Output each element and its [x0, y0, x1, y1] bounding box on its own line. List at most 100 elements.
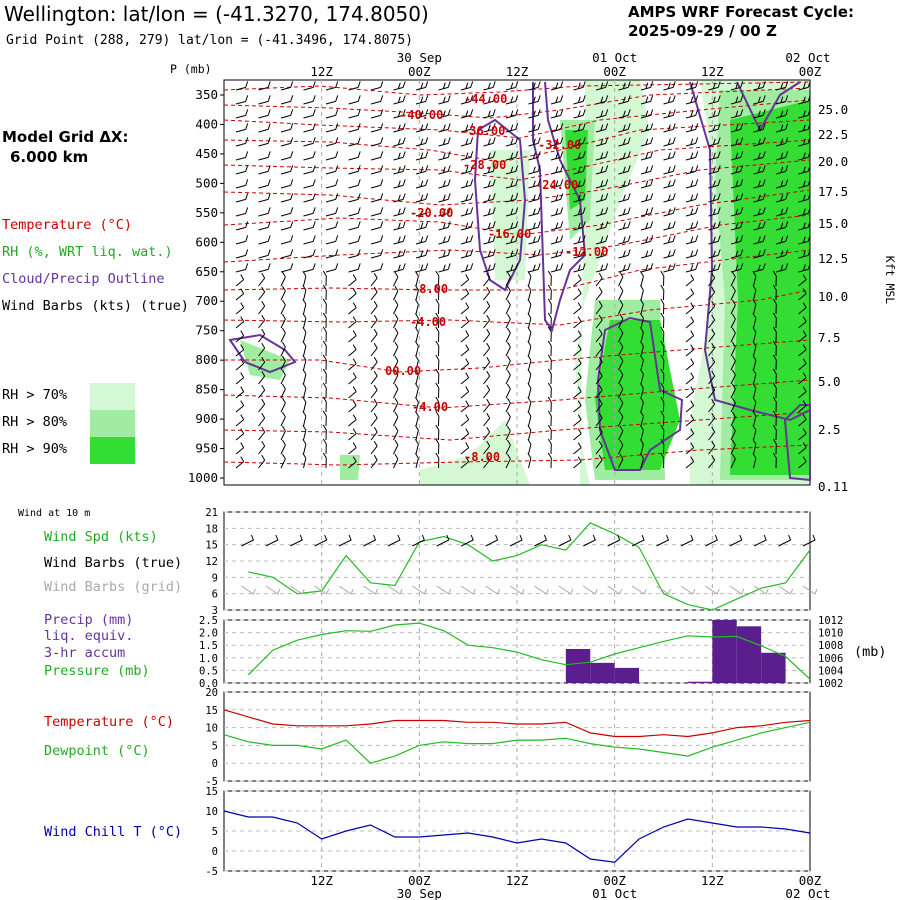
wind-barb [280, 193, 294, 203]
wind-barb [435, 284, 440, 301]
wind-barb [595, 221, 609, 231]
wind-barb [460, 288, 470, 301]
wind10-grid-barb [607, 585, 623, 595]
wind-barb [772, 368, 777, 385]
wind-barb [393, 327, 399, 343]
wind-barb [798, 81, 811, 91]
temperature-contour [223, 189, 811, 236]
temperature-contour [223, 99, 811, 139]
wind-barb [595, 109, 609, 119]
wind-barb [595, 426, 603, 441]
wind-barb [528, 221, 541, 231]
wind-barb [235, 344, 245, 357]
wind-barb [527, 383, 532, 399]
wind-barb [685, 344, 695, 357]
wind-barb [258, 300, 266, 315]
pressure-tick-label: 1002 [818, 678, 843, 690]
wind-barb [798, 316, 807, 329]
wind-barb [775, 95, 789, 105]
wind-barb [235, 179, 249, 189]
wind-barb [415, 95, 429, 105]
wind-barb [708, 193, 721, 203]
wind-barb [775, 151, 789, 161]
pressure-tick-label: 600 [195, 234, 218, 249]
wind-barb [708, 440, 716, 455]
wind-barb [370, 384, 378, 399]
wind-barb [685, 358, 695, 371]
wind-barb [772, 396, 777, 413]
wind-barb [370, 426, 378, 441]
wind-barb [393, 207, 406, 217]
dewpoint-line [223, 721, 811, 764]
wind-barb [303, 263, 316, 273]
wind-barb [708, 235, 721, 245]
precip-tick-label: 0.0 [199, 678, 218, 690]
wind-barb [235, 288, 245, 301]
wind-barb [325, 249, 339, 259]
precip-tick-label: 2.5 [199, 615, 218, 627]
wind-barb [798, 123, 811, 133]
wind-barb [730, 193, 744, 203]
wind-barb [573, 330, 582, 343]
wind-barb [752, 355, 757, 371]
wind-barb [798, 344, 807, 357]
wind-barb [393, 81, 406, 91]
wind-barb [618, 137, 631, 147]
wind-barb [483, 454, 491, 469]
height-tick-label: 20.0 [818, 154, 848, 169]
wind-barb [348, 456, 357, 469]
wind-barb [775, 137, 789, 147]
wind-barb [348, 123, 361, 133]
wind-barb [370, 235, 384, 245]
temp-tick-label: 10 [205, 723, 218, 735]
wind-barb [370, 179, 384, 189]
bottom-time-tick-label: 12Z [506, 873, 529, 888]
wind-barb [460, 109, 474, 119]
wind-barb [393, 179, 406, 189]
wind-barb [505, 383, 511, 399]
wind-barb [483, 356, 491, 371]
wind-barb [527, 355, 532, 371]
wind-barb [415, 151, 429, 161]
wind-barb [393, 123, 406, 133]
wind-barb [280, 179, 294, 189]
wind10-grid-label: Wind Barbs (grid) [44, 579, 183, 595]
wind-barb [753, 193, 766, 203]
wind-barb [302, 453, 307, 469]
wind-barb [370, 370, 378, 385]
wind-barb [460, 207, 474, 217]
wind-barb [303, 165, 316, 175]
temperature-contour-label: -4.00 [412, 400, 448, 414]
wind-barb [505, 397, 511, 413]
precip-bar [687, 681, 713, 683]
wind-barb [708, 165, 721, 175]
top-date-label: 01 Oct [592, 50, 637, 65]
temperature-contour [223, 159, 811, 206]
height-tick-label: 15.0 [818, 216, 848, 231]
wind-barb [460, 95, 474, 105]
wind10-true-barb [631, 534, 645, 547]
wind-barb [752, 313, 757, 329]
wind-barb [348, 81, 361, 91]
top-date-label: 02 Oct [785, 50, 830, 65]
wind-barb [280, 453, 286, 469]
wind-barb [505, 355, 511, 371]
wind-barb [322, 396, 327, 413]
wind-barb [639, 397, 644, 413]
wind-barb [639, 285, 644, 301]
wind-barb [685, 207, 699, 217]
wind-barb [258, 314, 266, 329]
wind-barb [798, 95, 811, 105]
wind-barb [595, 95, 609, 105]
wind-barb [528, 151, 541, 161]
chill-tick-label: 15 [205, 786, 218, 798]
height-tick-label: 2.5 [818, 422, 841, 437]
wind-barb [393, 383, 399, 399]
wind-barb [528, 249, 541, 259]
wind-barb [640, 235, 654, 245]
wind-barb [415, 235, 429, 245]
wind-barb [663, 221, 676, 231]
precip-bar [590, 662, 615, 683]
wind-barb [640, 123, 654, 133]
wind-barb [435, 368, 440, 385]
